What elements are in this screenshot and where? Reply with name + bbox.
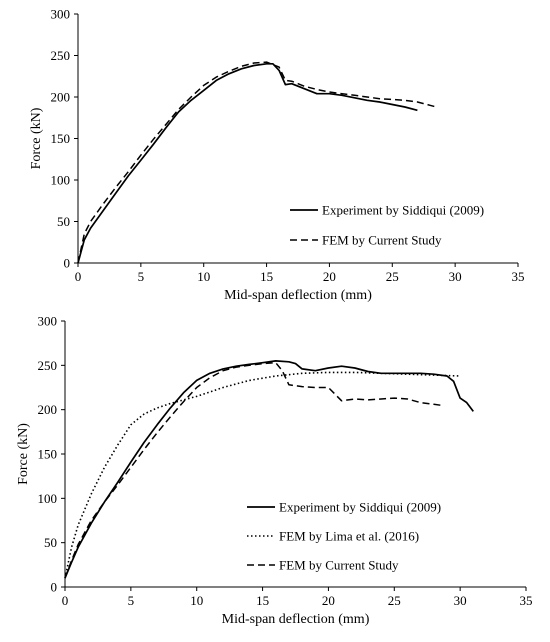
x-tick-label: 20 xyxy=(323,269,336,284)
legend: Experiment by Siddiqui (2009) FEM by Lima… xyxy=(247,500,441,573)
x-tick-label: 5 xyxy=(138,269,145,284)
y-tick-label: 0 xyxy=(64,256,71,271)
y-tick-label: 250 xyxy=(51,48,71,63)
series-line-solid xyxy=(77,62,418,264)
series-line-solid xyxy=(64,360,474,579)
chart-panel-2: 0 50 100 150 200 250 300 0 5 10 15 20 25 30 35 Mid-span… xyxy=(16,314,533,628)
y-tick-label: 0 xyxy=(51,580,58,595)
legend-label: FEM by Current Study xyxy=(279,558,399,573)
legend: Experiment by Siddiqui (2009) FEM by Curr… xyxy=(290,203,484,248)
series-line-dashed xyxy=(64,361,441,579)
x-tick-label: 25 xyxy=(386,269,399,284)
x-tick-label: 25 xyxy=(388,593,401,608)
y-tick-label: 200 xyxy=(51,90,71,105)
y-tick-label: 300 xyxy=(51,7,71,22)
legend-label: FEM by Current Study xyxy=(322,233,442,248)
x-tick-label: 20 xyxy=(322,593,335,608)
x-tick-label: 15 xyxy=(260,269,273,284)
y-tick-label: 200 xyxy=(38,402,58,417)
x-axis-title: Mid-span deflection (mm) xyxy=(222,612,370,627)
y-tick-label: 250 xyxy=(38,358,58,373)
y-tick-label: 50 xyxy=(44,535,57,550)
y-tick-label: 300 xyxy=(38,314,58,329)
series-line-dotted xyxy=(64,371,461,579)
legend-label: Experiment by Siddiqui (2009) xyxy=(279,500,441,515)
x-tick-label: 10 xyxy=(197,269,210,284)
x-axis-title: Mid-span deflection (mm) xyxy=(224,288,372,303)
y-tick-label: 50 xyxy=(57,214,70,229)
x-tick-label: 10 xyxy=(190,593,203,608)
series-line-dashed xyxy=(77,61,437,264)
x-tick-label: 0 xyxy=(75,269,82,284)
y-axis-title: Force (kN) xyxy=(16,423,31,485)
x-tick-label: 0 xyxy=(62,593,69,608)
x-tick-label: 35 xyxy=(512,269,525,284)
x-tick-label: 5 xyxy=(128,593,135,608)
x-tick-label: 30 xyxy=(454,593,467,608)
legend-label: Experiment by Siddiqui (2009) xyxy=(322,203,484,218)
x-tick-label: 30 xyxy=(449,269,462,284)
y-tick-label: 150 xyxy=(38,447,58,462)
legend-label: FEM by Lima et al. (2016) xyxy=(279,529,419,544)
x-tick-label: 35 xyxy=(520,593,533,608)
y-tick-label: 150 xyxy=(51,131,71,146)
y-axis-title: Force (kN) xyxy=(29,107,44,169)
y-tick-label: 100 xyxy=(38,491,58,506)
chart-panel-1: 0 50 100 150 200 250 300 0 5 10 15 20 25 30 35 Mid-span… xyxy=(29,7,525,304)
y-tick-label: 100 xyxy=(51,173,71,188)
x-tick-label: 15 xyxy=(256,593,269,608)
